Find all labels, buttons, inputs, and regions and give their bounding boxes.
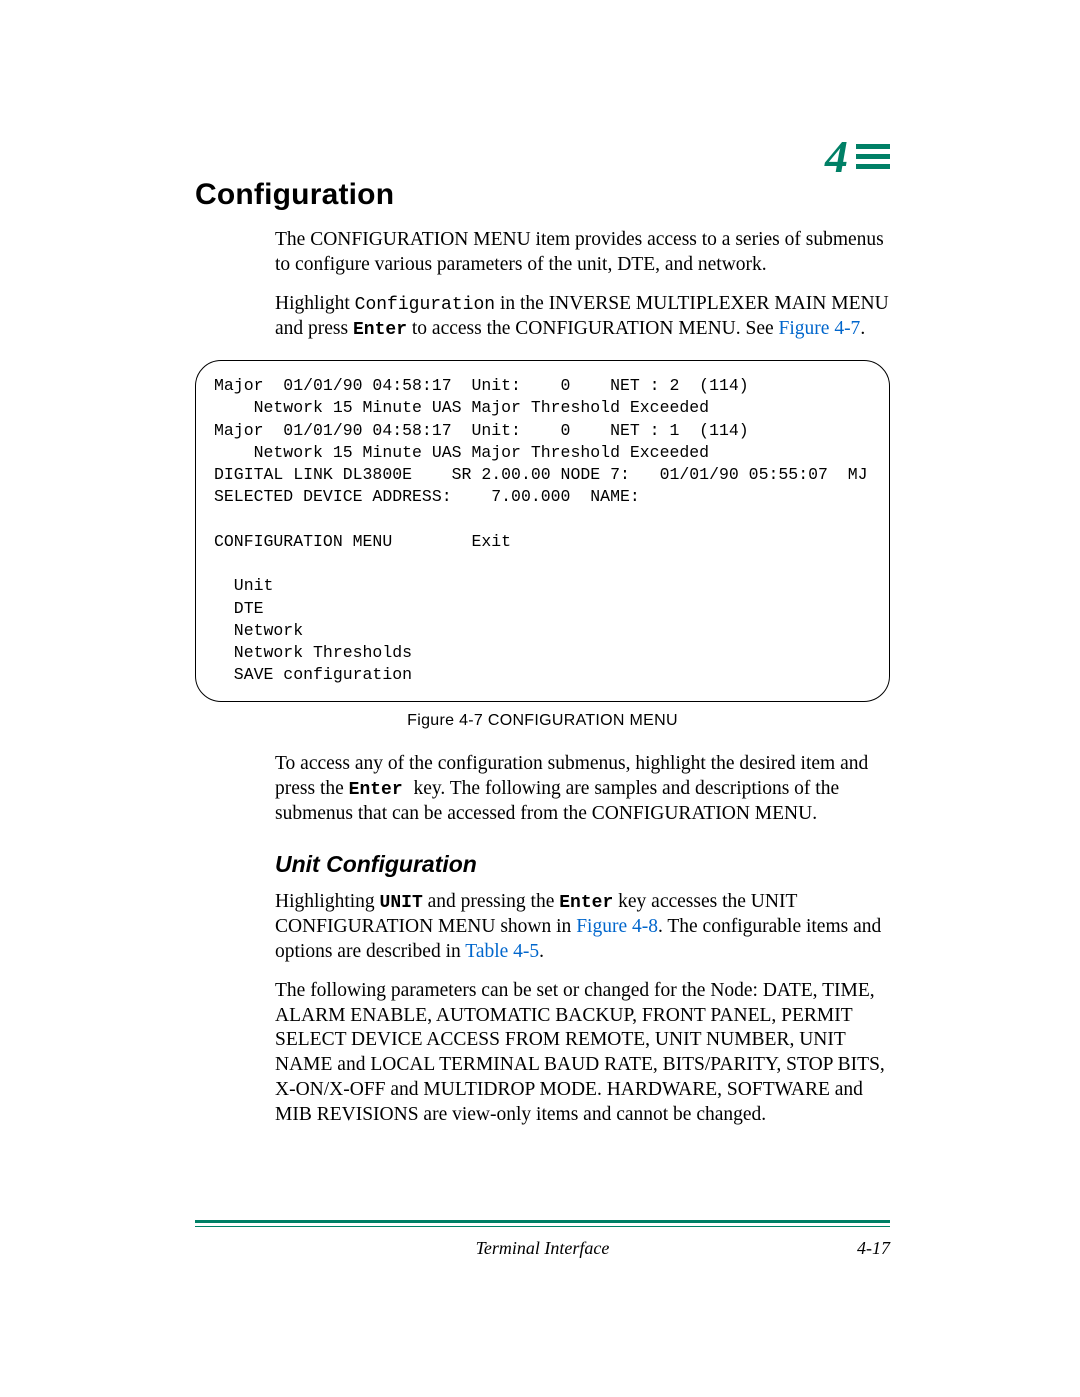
- text: .: [539, 941, 544, 962]
- enter-key: Enter: [353, 320, 407, 340]
- enter-key: Enter: [349, 780, 414, 800]
- figure-caption: Figure 4-7 CONFIGURATION MENU: [195, 712, 890, 730]
- unit-key: UNIT: [380, 893, 423, 913]
- page: 4 Configuration The CONFIGURATION MENU i…: [0, 0, 1080, 1397]
- table-link[interactable]: Table 4-5: [465, 941, 539, 962]
- enter-key: Enter: [559, 893, 613, 913]
- unit-paragraph-2: The following parameters can be set or c…: [275, 979, 890, 1129]
- inline-code: Configuration: [355, 295, 495, 315]
- text: to access the CONFIGURATION MENU. See: [407, 318, 779, 339]
- text: Highlighting: [275, 891, 380, 912]
- chapter-bars-icon: [856, 144, 890, 169]
- footer-rule: [195, 1220, 890, 1228]
- after-figure-block: To access any of the configuration subme…: [275, 752, 890, 827]
- text: Highlight: [275, 293, 355, 314]
- subsection-heading: Unit Configuration: [275, 851, 890, 878]
- intro-paragraph-1: The CONFIGURATION MENU item provides acc…: [275, 228, 890, 278]
- chapter-number: 4: [825, 130, 848, 183]
- unit-paragraph-1: Highlighting UNIT and pressing the Enter…: [275, 890, 890, 965]
- figure-link[interactable]: Figure 4-8: [576, 916, 658, 937]
- terminal-screenshot: Major 01/01/90 04:58:17 Unit: 0 NET : 2 …: [195, 360, 890, 702]
- text: .: [860, 318, 865, 339]
- unit-config-block: Highlighting UNIT and pressing the Enter…: [275, 890, 890, 1129]
- intro-block: The CONFIGURATION MENU item provides acc…: [275, 228, 890, 342]
- section-heading: Configuration: [195, 178, 890, 212]
- figure-link[interactable]: Figure 4-7: [779, 318, 861, 339]
- footer-title: Terminal Interface: [195, 1238, 890, 1259]
- chapter-mark: 4: [825, 130, 890, 183]
- after-figure-paragraph: To access any of the configuration subme…: [275, 752, 890, 827]
- page-footer: Terminal Interface 4-17: [195, 1238, 890, 1259]
- intro-paragraph-2: Highlight Configuration in the INVERSE M…: [275, 292, 890, 342]
- text: and pressing the: [423, 891, 559, 912]
